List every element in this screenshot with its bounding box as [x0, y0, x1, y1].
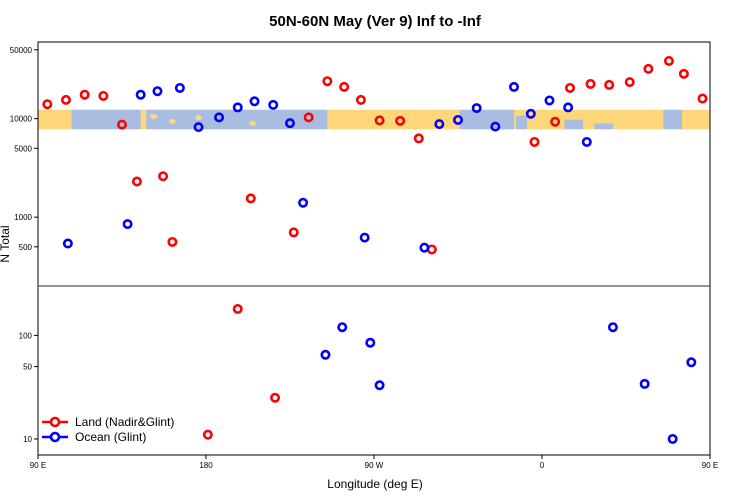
ocean-point	[434, 119, 445, 130]
y-tick-label: 50000	[10, 46, 33, 55]
ocean-point	[268, 99, 279, 110]
land-point	[167, 236, 178, 247]
land-point	[585, 78, 596, 89]
x-tick-label: 180	[199, 461, 213, 470]
y-tick-label: 10000	[10, 115, 33, 124]
ocean-point	[667, 433, 678, 444]
map-island	[249, 120, 257, 126]
ocean-point	[639, 378, 650, 389]
ocean-point	[374, 380, 385, 391]
ocean-point	[607, 322, 618, 333]
land-point	[60, 94, 71, 105]
map-ocean-region	[515, 115, 528, 130]
land-point	[663, 55, 674, 66]
ocean-point	[525, 108, 536, 119]
map-island	[195, 115, 203, 121]
land-point	[158, 171, 169, 182]
plot-frame	[37, 41, 711, 456]
ocean-point	[214, 112, 225, 123]
ocean-point	[686, 357, 697, 368]
land-point	[79, 89, 90, 100]
ocean-point	[62, 238, 73, 249]
world-map-band	[38, 109, 710, 130]
chart-title: 50N-60N May (Ver 9) Inf to -Inf	[269, 13, 482, 30]
data-points	[42, 55, 708, 444]
land-point	[339, 81, 350, 92]
land-point	[643, 63, 654, 74]
ocean-point	[193, 122, 204, 133]
legend-land-marker	[49, 416, 61, 428]
land-point	[355, 94, 366, 105]
land-point	[270, 392, 281, 403]
map-ocean-region	[71, 109, 141, 130]
y-tick-label: 50	[23, 363, 32, 372]
land-point	[395, 115, 406, 126]
land-point	[288, 227, 299, 238]
x-tick-label: 90 E	[702, 461, 718, 470]
ocean-point	[135, 89, 146, 100]
land-point	[413, 133, 424, 144]
y-tick-label: 5000	[14, 144, 32, 153]
land-point	[322, 76, 333, 87]
ocean-point	[298, 197, 309, 208]
legend: Land (Nadir&Glint)Ocean (Glint)	[42, 415, 174, 444]
ocean-point	[471, 103, 482, 114]
map-ocean-region	[663, 109, 682, 130]
land-point	[550, 116, 561, 127]
land-point	[232, 303, 243, 314]
y-tick-label: 10	[23, 435, 32, 444]
land-point	[117, 119, 128, 130]
land-point	[604, 79, 615, 90]
map-island	[168, 118, 176, 124]
ocean-point	[284, 118, 295, 129]
ocean-point	[359, 232, 370, 243]
ocean-point	[232, 102, 243, 113]
y-axis-label: N Total	[0, 225, 12, 262]
legend-ocean-label: Ocean (Glint)	[75, 430, 146, 444]
ocean-point	[419, 242, 430, 253]
land-point	[678, 68, 689, 79]
x-tick-label: 90 E	[30, 461, 46, 470]
ocean-point	[544, 95, 555, 106]
land-point	[529, 136, 540, 147]
legend-ocean-marker	[49, 431, 61, 443]
y-tick-label: 100	[19, 331, 33, 340]
x-tick-label: 90 W	[365, 461, 384, 470]
ocean-point	[365, 337, 376, 348]
ocean-point	[508, 81, 519, 92]
map-island	[150, 114, 158, 120]
map-ocean-region	[146, 109, 328, 130]
land-point	[131, 176, 142, 187]
ocean-point	[563, 102, 574, 113]
x-axis-label: Longitude (deg E)	[327, 477, 422, 491]
x-tick-label: 0	[540, 461, 545, 470]
land-point	[245, 193, 256, 204]
ocean-point	[249, 96, 260, 107]
land-point	[202, 429, 213, 440]
ocean-point	[122, 219, 133, 230]
map-ocean-region	[594, 123, 613, 130]
ocean-point	[452, 114, 463, 125]
land-point	[564, 82, 575, 93]
plot-border	[37, 41, 711, 456]
land-point	[42, 99, 53, 110]
land-point	[98, 90, 109, 101]
land-point	[303, 112, 314, 123]
ocean-point	[490, 121, 501, 132]
land-point	[697, 93, 708, 104]
ocean-point	[337, 322, 348, 333]
y-tick-label: 1000	[14, 213, 32, 222]
ocean-point	[581, 136, 592, 147]
land-point	[374, 115, 385, 126]
ocean-point	[174, 82, 185, 93]
ocean-point	[320, 349, 331, 360]
y-tick-label: 500	[19, 243, 33, 252]
axis-ticks: 500 1000 5000 10000 50000 10 50 100 90 E 180 90 W 0…	[10, 46, 718, 470]
ocean-point	[152, 86, 163, 97]
map-ocean-region	[564, 119, 584, 130]
legend-land-label: Land (Nadir&Glint)	[75, 415, 174, 429]
land-point	[624, 77, 635, 88]
